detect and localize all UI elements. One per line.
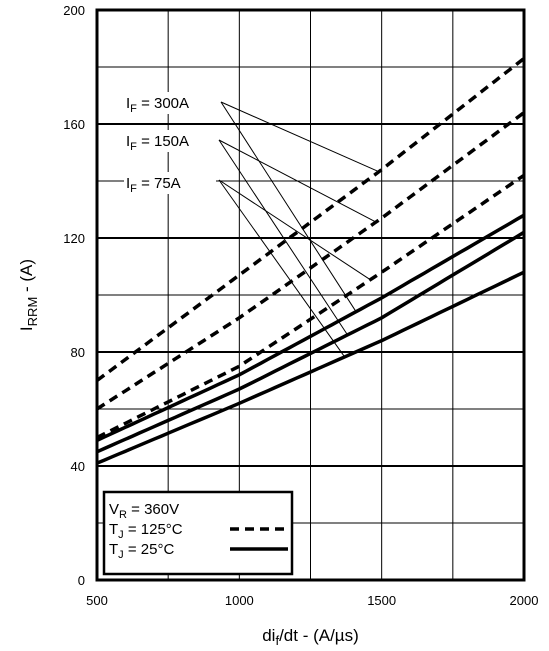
annotation-label: IF = 300A (126, 95, 189, 115)
annotations: IF = 300A IF = 150A IF = 75A (124, 92, 216, 195)
grid (97, 10, 524, 580)
annotation-leader (218, 179, 371, 281)
annotation-background (124, 92, 216, 114)
annotation-leader (218, 179, 346, 358)
legend-entry: TJ = 125°C (109, 521, 183, 541)
annotation-leader (218, 139, 348, 336)
y-tick-label: 40 (71, 459, 85, 474)
annotation-background (124, 130, 216, 152)
annotation-leader (220, 101, 357, 312)
y-axis-label: IRRM - (A) (17, 259, 40, 331)
y-tick-label: 200 (63, 3, 85, 18)
x-axis-label: dif/dt - (A/µs) (262, 626, 359, 648)
annotation-leader (218, 139, 377, 223)
annotation-label: IF = 75A (126, 175, 181, 195)
legend-entry: VR = 360V (109, 501, 179, 521)
plot-frame (95, 8, 526, 582)
y-tick-label: 80 (71, 345, 85, 360)
series-line (96, 111, 526, 411)
annotation-label: IF = 150A (126, 133, 189, 153)
series-line (96, 173, 525, 440)
x-tick-label: 1000 (225, 593, 254, 608)
legend-entry: TJ = 25°C (109, 541, 174, 561)
legend-box (102, 490, 294, 576)
x-tick-label: 1500 (367, 593, 396, 608)
y-tick-label: 120 (63, 231, 85, 246)
series-line (96, 230, 525, 454)
x-tick-label: 2000 (510, 593, 539, 608)
y-tick-label: 0 (78, 573, 85, 588)
series-lines (95, 57, 526, 465)
y-tick-label: 160 (63, 117, 85, 132)
series-line (96, 270, 525, 465)
annotation-leaders (218, 101, 380, 358)
annotation-background (124, 172, 216, 194)
series-line (96, 213, 525, 442)
tick-labels: 0 40 80 120 160 200 500 1000 1500 2000 (63, 3, 538, 608)
annotation-leader (220, 101, 380, 173)
x-tick-label: 500 (86, 593, 108, 608)
